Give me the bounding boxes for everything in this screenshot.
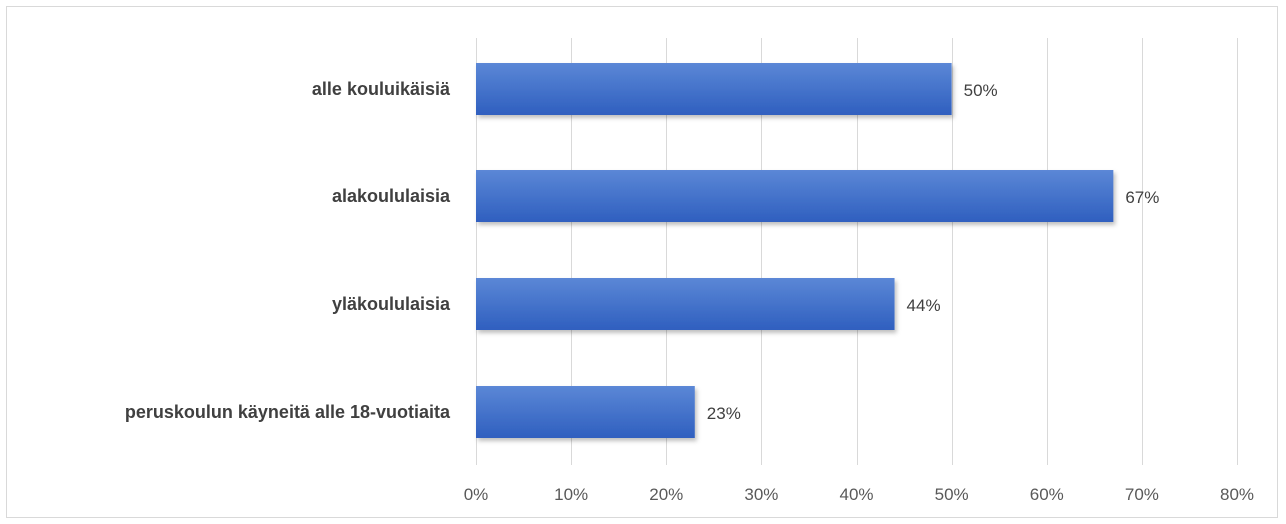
x-tick-label: 60% (1030, 485, 1064, 504)
x-tick-label: 80% (1220, 485, 1254, 504)
data-label: 44% (907, 296, 941, 315)
category-label: peruskoulun käyneitä alle 18-vuotiaita (125, 402, 451, 422)
data-label: 67% (1125, 188, 1159, 207)
bar (476, 386, 695, 438)
category-label: alle kouluikäisiä (312, 79, 451, 99)
bar (476, 278, 895, 330)
bar (476, 170, 1114, 222)
bar (476, 63, 952, 115)
category-label: yläkoululaisia (332, 294, 451, 314)
data-label: 50% (964, 81, 998, 100)
data-label: 23% (707, 404, 741, 423)
x-tick-label: 70% (1125, 485, 1159, 504)
x-tick-label: 0% (464, 485, 489, 504)
bars (476, 63, 1114, 438)
x-tick-label: 30% (744, 485, 778, 504)
x-tick-label: 10% (554, 485, 588, 504)
category-label: alakoululaisia (332, 186, 451, 206)
x-tick-label: 50% (935, 485, 969, 504)
x-tick-label: 20% (649, 485, 683, 504)
x-tick-label: 40% (839, 485, 873, 504)
labels: 0% 10% 20% 30% 40% 50% 60% 70% 80% alle kouluikäi… (125, 79, 1254, 504)
